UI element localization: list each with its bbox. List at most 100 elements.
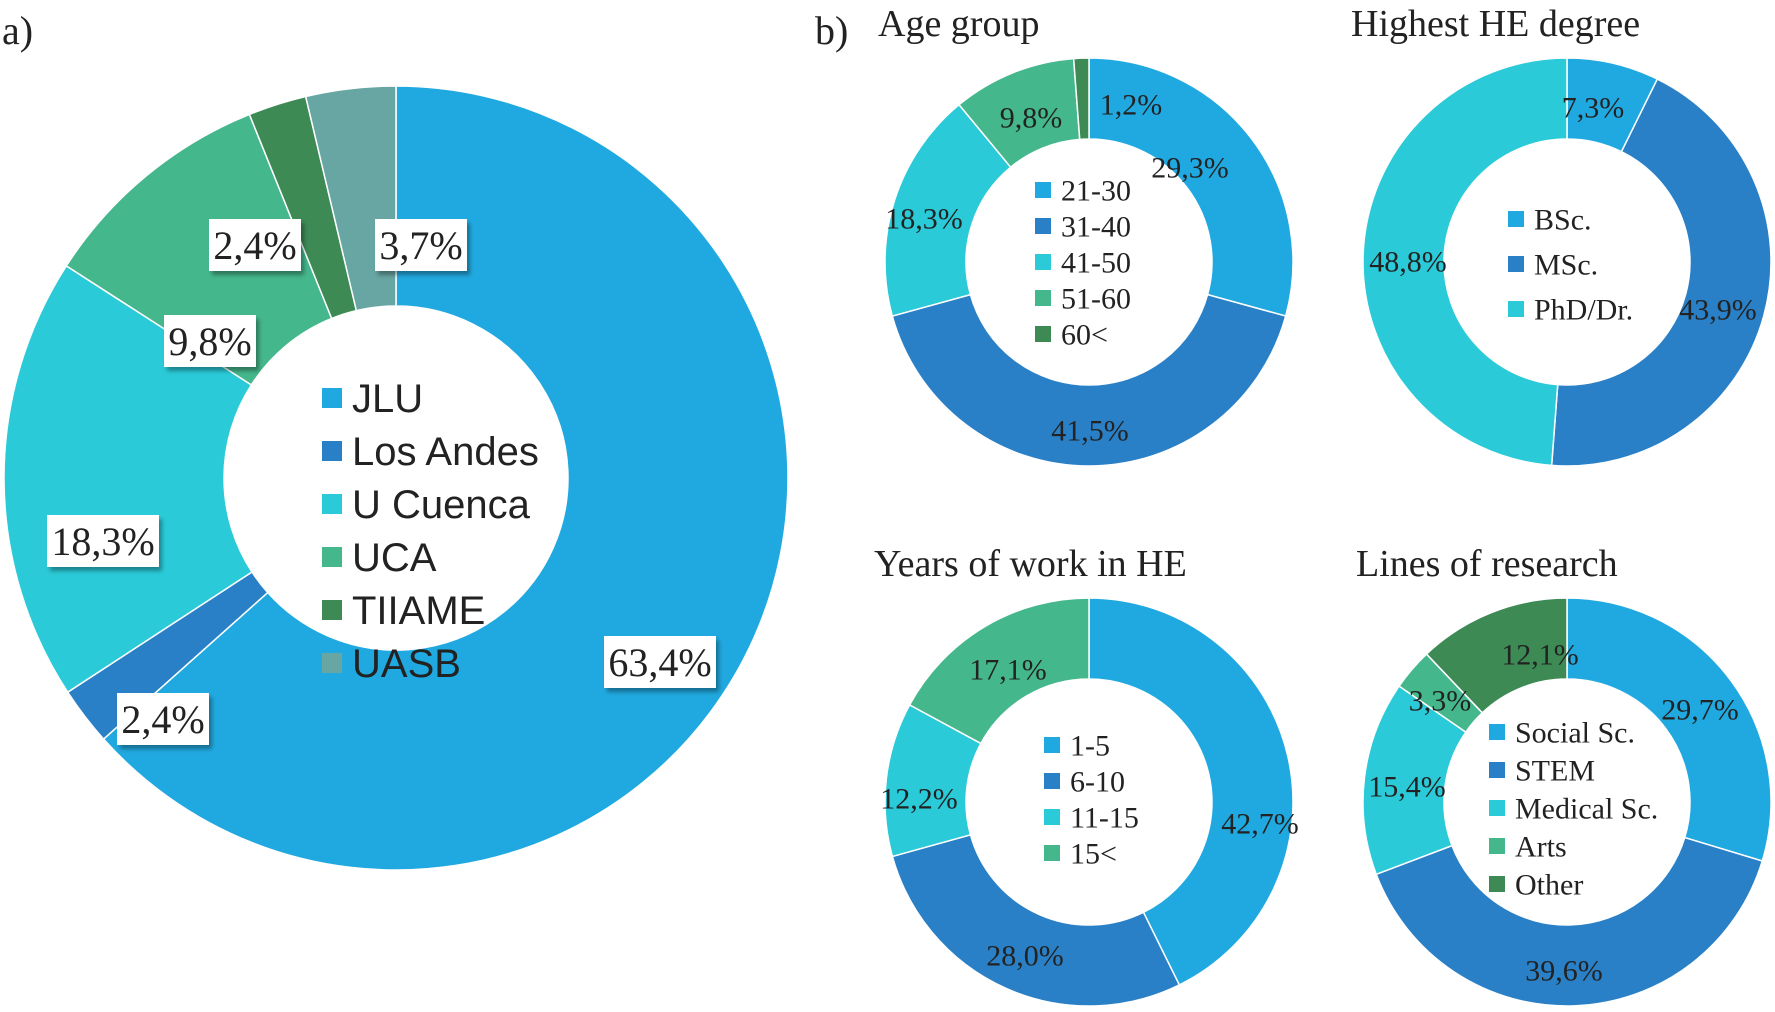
data-label-phd-dr: 48,8%	[1369, 246, 1447, 279]
legend-swatch-uca	[322, 547, 342, 567]
slice-31-40	[891, 293, 1287, 467]
data-label-bsc: 7,3%	[1562, 92, 1625, 125]
slice-u-cuenca	[3, 264, 253, 694]
legend-swatch-31-40	[1035, 218, 1051, 234]
legend-label-medical-sc: Medical Sc.	[1515, 793, 1658, 826]
legend-label-phd-dr: PhD/Dr.	[1534, 294, 1633, 327]
data-label-msc: 43,9%	[1679, 294, 1757, 327]
data-label-other: 12,1%	[1501, 639, 1579, 672]
legend-swatch-phd-dr	[1508, 301, 1524, 317]
legend-label-uasb: UASB	[352, 642, 461, 686]
slice-msc	[1550, 78, 1772, 467]
legend-swatch-51-60	[1035, 290, 1051, 306]
legend-swatch-jlu	[322, 388, 342, 408]
legend-swatch-other	[1489, 876, 1505, 892]
data-label-jlu: 63,4%	[608, 640, 711, 685]
legend-degree: BSc. MSc. PhD/Dr.	[1508, 204, 1633, 327]
legend-swatch-41-50	[1035, 254, 1051, 270]
data-label-11-15: 12,2%	[880, 783, 958, 816]
legend-universities: JLU Los Andes U Cuenca UCA TIIAME UASB	[322, 377, 539, 686]
legend-label-tiiame: TIIAME	[352, 589, 485, 633]
slice-phd-dr	[1362, 57, 1568, 467]
slice-stem	[1375, 836, 1764, 1007]
legend-swatch-1-5	[1044, 737, 1060, 753]
legend-label-los-andes: Los Andes	[352, 430, 539, 474]
data-label-medical-sc: 15,4%	[1368, 771, 1446, 804]
chart-title-age: Age group	[878, 3, 1039, 45]
legend-label-u-cuenca: U Cuenca	[352, 483, 531, 527]
legend-label-1-5: 1-5	[1070, 730, 1110, 763]
legend-swatch-uasb	[322, 653, 342, 673]
panel-label-a: a)	[2, 8, 33, 53]
legend-label-6-10: 6-10	[1070, 766, 1125, 799]
legend-swatch-6-10	[1044, 773, 1060, 789]
donut-chart-years: Years of work in HE 42,7% 28,0% 12,2% 17,1% 1…	[874, 543, 1299, 1007]
legend-swatch-15	[1044, 845, 1060, 861]
data-label-uca: 9,8%	[168, 319, 251, 364]
data-label-uasb: 3,7%	[379, 223, 462, 268]
legend-swatch-msc	[1508, 256, 1524, 272]
data-label-u-cuenca: 18,3%	[51, 519, 154, 564]
legend-label-51-60: 51-60	[1061, 283, 1131, 316]
data-label-box-tiiame	[209, 219, 301, 271]
legend-label-arts: Arts	[1515, 831, 1567, 864]
legend-swatch-los-andes	[322, 441, 342, 461]
slice-15	[908, 597, 1090, 745]
legend-label-21-30: 21-30	[1061, 175, 1131, 208]
data-label-box-jlu	[604, 636, 716, 688]
donut-chart-age: Age group 29,3% 41,5% 18,3% 9,8% 1,2% 21-3031-…	[878, 3, 1294, 467]
slice-uasb	[304, 85, 397, 312]
legend-label-uca: UCA	[352, 536, 437, 580]
legend-swatch-stem	[1489, 762, 1505, 778]
legend-swatch-tiiame	[322, 600, 342, 620]
data-label-31-40: 41,5%	[1051, 415, 1129, 448]
data-label-21-30: 29,3%	[1151, 152, 1229, 185]
legend-swatch-21-30	[1035, 182, 1051, 198]
slice-60	[1072, 57, 1090, 141]
data-label-social-sc: 29,7%	[1661, 694, 1739, 727]
slice-social-sc	[1566, 597, 1772, 862]
legend-label-jlu: JLU	[352, 377, 423, 421]
data-label-box-u-cuenca	[47, 515, 159, 567]
data-label-tiiame: 2,4%	[213, 223, 296, 268]
donut-chart-degree: Highest HE degree 7,3% 43,9% 48,8% BSc. MSc. P…	[1351, 3, 1772, 467]
legend-swatch-social-sc	[1489, 724, 1505, 740]
legend-swatch-arts	[1489, 838, 1505, 854]
data-label-60: 1,2%	[1100, 89, 1163, 122]
slice-uca	[65, 113, 333, 386]
legend-label-social-sc: Social Sc.	[1515, 717, 1635, 750]
legend-swatch-u-cuenca	[322, 494, 342, 514]
data-label-51-60: 9,8%	[1000, 102, 1063, 135]
slice-21-30	[1088, 57, 1294, 318]
data-label-box-uasb	[375, 219, 467, 271]
legend-label-15: 15<	[1070, 838, 1117, 871]
legend-swatch-11-15	[1044, 809, 1060, 825]
legend-label-stem: STEM	[1515, 755, 1595, 788]
legend-label-msc: MSc.	[1534, 249, 1598, 282]
legend-label-11-15: 11-15	[1070, 802, 1139, 835]
slice-6-10	[891, 833, 1181, 1007]
slice-other	[1425, 597, 1568, 714]
legend-label-bsc: BSc.	[1534, 204, 1592, 237]
slice-1-5	[1088, 597, 1294, 986]
data-label-41-50: 18,3%	[885, 203, 963, 236]
data-label-los-andes: 2,4%	[121, 697, 204, 742]
chart-title-degree: Highest HE degree	[1351, 3, 1640, 45]
data-label-6-10: 28,0%	[986, 940, 1064, 973]
legend-label-31-40: 31-40	[1061, 211, 1131, 244]
legend-label-60: 60<	[1061, 319, 1108, 352]
data-label-box-los-andes	[117, 693, 209, 745]
legend-swatch-bsc	[1508, 211, 1524, 227]
data-label-stem: 39,6%	[1525, 955, 1603, 988]
legend-research: Social Sc. STEM Medical Sc. Arts Other	[1489, 717, 1658, 902]
data-label-arts: 3,3%	[1409, 685, 1472, 718]
legend-swatch-medical-sc	[1489, 800, 1505, 816]
chart-title-research: Lines of research	[1356, 543, 1618, 585]
legend-label-other: Other	[1515, 869, 1583, 902]
donut-chart-research: Lines of research 29,7% 39,6% 15,4% 3,3% 12,1…	[1356, 543, 1772, 1007]
chart-title-years: Years of work in HE	[874, 543, 1187, 585]
donut-chart-universities: 63,4% 2,4% 18,3% 9,8% 2,4% 3,7% JLU Los Andes U …	[3, 85, 789, 871]
